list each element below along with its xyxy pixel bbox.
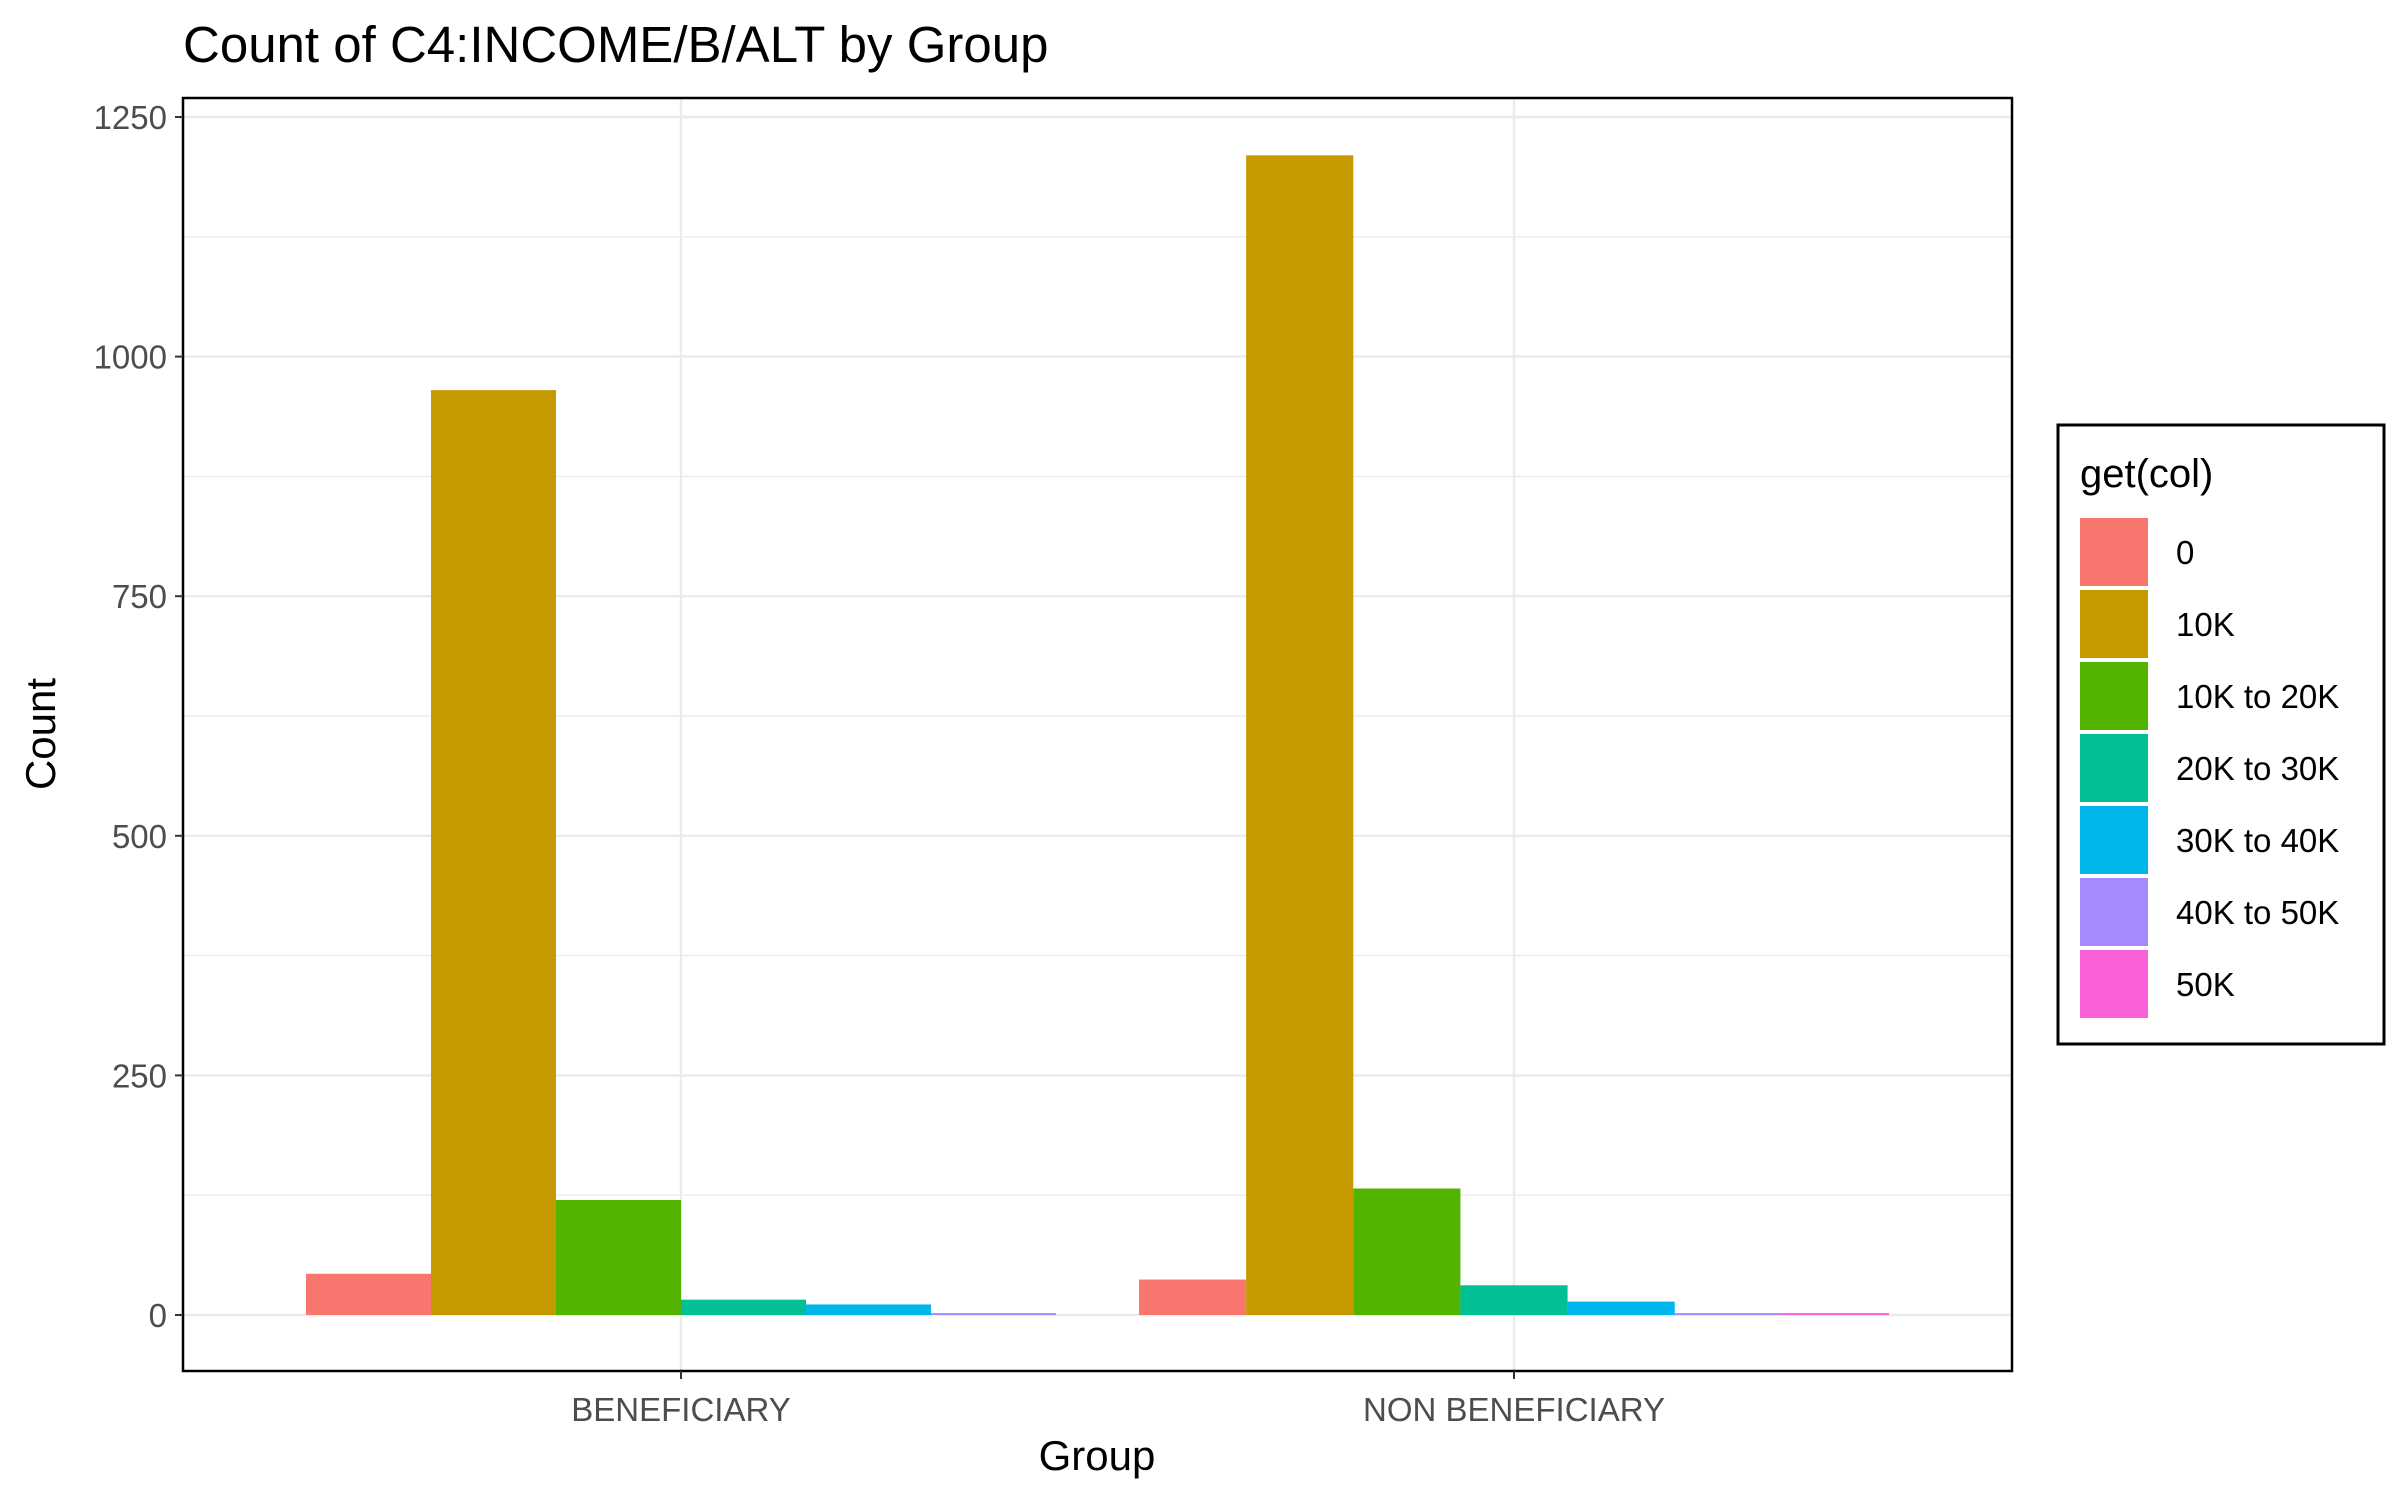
y-tick-label: 500	[112, 818, 167, 855]
legend-label: 10K to 20K	[2176, 678, 2339, 715]
legend-label: 30K to 40K	[2176, 822, 2339, 859]
legend-title: get(col)	[2080, 452, 2213, 496]
bar-beneficiary-0	[306, 1273, 431, 1315]
legend-label: 20K to 30K	[2176, 750, 2339, 787]
y-axis-title: Count	[17, 678, 64, 790]
bar-beneficiary-20k-to-30k	[681, 1299, 806, 1315]
y-tick-label: 0	[149, 1297, 167, 1334]
bar-non-beneficiary-20k-to-30k	[1460, 1285, 1568, 1315]
legend-label: 40K to 50K	[2176, 894, 2339, 931]
y-tick-label: 250	[112, 1057, 167, 1094]
bar-beneficiary-10k	[431, 390, 556, 1315]
legend-swatch	[2080, 950, 2148, 1018]
bar-beneficiary-40k-to-50k	[931, 1313, 1056, 1315]
y-tick-label: 750	[112, 578, 167, 615]
x-axis-ticks: BENEFICIARY NON BENEFICIARY	[571, 1371, 1665, 1428]
legend-label: 0	[2176, 534, 2194, 571]
y-axis-ticks: 0 250 500 750 1000 1250	[94, 99, 183, 1334]
x-axis-title: Group	[1039, 1432, 1156, 1479]
legend-swatch	[2080, 878, 2148, 946]
legend-swatch	[2080, 806, 2148, 874]
y-tick-label: 1000	[94, 339, 167, 376]
legend: get(col) 0 10K 10K to 20K 20K to 30K 30K to …	[2056, 423, 2386, 1046]
x-tick-label: NON BENEFICIARY	[1363, 1391, 1665, 1428]
legend-swatch	[2080, 662, 2148, 730]
legend-items: 0 10K 10K to 20K 20K to 30K 30K to 40K 40K to…	[2080, 518, 2339, 1018]
bar-non-beneficiary-10k	[1246, 155, 1354, 1316]
bar-non-beneficiary-0	[1139, 1279, 1247, 1315]
plot-border	[181, 96, 2014, 1373]
legend-swatch	[2080, 590, 2148, 658]
bar-beneficiary-10k-to-20k	[556, 1199, 681, 1315]
x-tick-label: BENEFICIARY	[571, 1391, 790, 1428]
legend-label: 10K	[2176, 606, 2235, 643]
legend-label: 50K	[2176, 966, 2235, 1003]
y-tick-label: 1250	[94, 99, 167, 136]
legend-swatch	[2080, 518, 2148, 586]
bar-non-beneficiary-30k-to-40k	[1567, 1301, 1675, 1315]
bar-non-beneficiary-10k-to-20k	[1353, 1188, 1461, 1315]
chart-title: Count of C4:INCOME/B/ALT by Group	[183, 16, 1048, 73]
bar-beneficiary-30k-to-40k	[806, 1304, 931, 1315]
bar-non-beneficiary-40k-to-50k	[1674, 1313, 1782, 1315]
bar-non-beneficiary-50k	[1781, 1313, 1889, 1315]
bars	[306, 155, 1889, 1316]
legend-swatch	[2080, 734, 2148, 802]
